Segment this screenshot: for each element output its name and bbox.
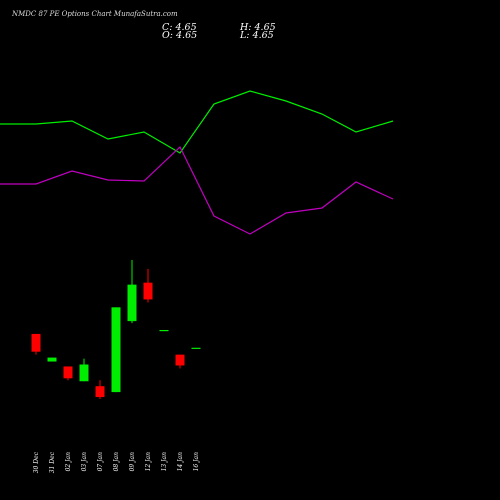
- candle-body: [95, 386, 105, 398]
- low-readout: L: 4.65: [240, 30, 274, 41]
- x-tick-label: 31 Dec: [49, 451, 56, 473]
- candle-body: [63, 366, 73, 379]
- x-tick-label: 08 Jan: [113, 452, 120, 472]
- x-tick-label: 12 Jan: [145, 452, 152, 472]
- x-tick-label: 16 Jan: [193, 452, 200, 472]
- candle-body: [191, 347, 201, 349]
- candle: [175, 354, 185, 369]
- candle: [143, 268, 153, 303]
- close-readout: C: 4.65: [162, 22, 197, 33]
- candle: [127, 260, 137, 324]
- candle-body: [31, 333, 41, 352]
- high-readout: H: 4.65: [240, 22, 276, 33]
- candle: [47, 357, 57, 362]
- candle-body: [175, 354, 185, 366]
- candle-body: [47, 357, 57, 362]
- candle-body: [111, 307, 121, 393]
- candle-body: [127, 284, 137, 322]
- upper-band-line: [0, 90, 394, 154]
- x-tick-label: 30 Dec: [33, 451, 40, 473]
- candle: [63, 366, 73, 381]
- x-tick-label: 13 Jan: [161, 452, 168, 472]
- candle-body: [159, 329, 169, 332]
- candle: [159, 329, 169, 332]
- x-tick-label: 14 Jan: [177, 452, 184, 472]
- chart-title: NMDC 87 PE Options Chart MunafaSutra.com: [12, 10, 178, 18]
- candle-body: [79, 364, 89, 382]
- candle: [95, 380, 105, 399]
- lower-band-line: [0, 146, 394, 235]
- x-tick-label: 09 Jan: [129, 452, 136, 472]
- x-tick-label: 02 Jan: [65, 452, 72, 472]
- x-tick-label: 07 Jan: [97, 452, 104, 472]
- candle: [79, 358, 89, 382]
- candle: [191, 347, 201, 349]
- x-tick-label: 03 Jan: [81, 452, 88, 472]
- candle: [31, 333, 41, 355]
- candle: [111, 307, 121, 393]
- candle-body: [143, 282, 153, 300]
- open-readout: O: 4.65: [162, 30, 198, 41]
